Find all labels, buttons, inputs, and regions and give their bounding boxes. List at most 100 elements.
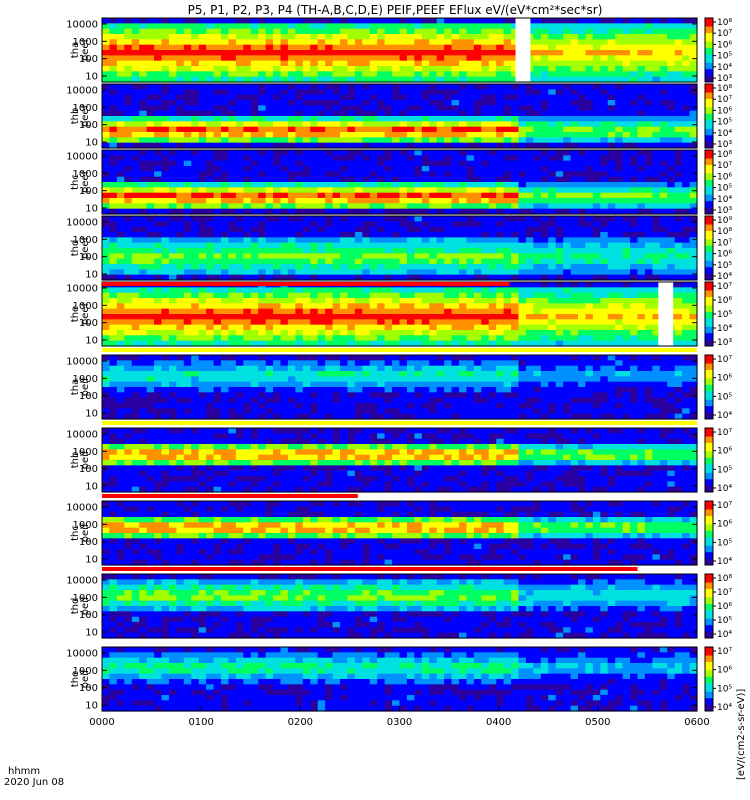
heatmap-cell (540, 160, 549, 167)
heatmap-cell (503, 155, 512, 162)
heatmap-cell (548, 94, 557, 101)
heatmap-cell (600, 28, 609, 35)
heatmap-cell (146, 71, 155, 78)
heatmap-cell (131, 84, 140, 90)
heatmap-cell (570, 292, 579, 299)
heatmap-cell (280, 126, 289, 133)
heatmap-cell (592, 308, 601, 315)
heatmap-cell (183, 18, 192, 24)
heatmap-cell (466, 126, 475, 133)
heatmap-cell (317, 60, 326, 67)
heatmap-cell (206, 269, 215, 276)
heatmap-cell (421, 34, 430, 40)
heatmap-cell (340, 126, 349, 133)
heatmap-cell (377, 142, 386, 149)
heatmap-cell (191, 208, 200, 215)
heatmap-cell (622, 121, 631, 128)
heatmap-cell (503, 187, 512, 194)
heatmap-cell (273, 242, 282, 249)
heatmap-cell (258, 182, 267, 188)
heatmap-cell (630, 269, 639, 276)
heatmap-cell (109, 287, 118, 294)
heatmap-cell (213, 335, 222, 342)
heatmap-cell (273, 89, 282, 96)
heatmap-cell (548, 121, 557, 128)
heatmap-cell (652, 137, 661, 144)
heatmap-cell (533, 66, 542, 72)
heatmap-cell (533, 126, 542, 133)
heatmap-cell (317, 264, 326, 270)
heatmap-cell (161, 121, 170, 128)
heatmap-cell (228, 242, 237, 249)
heatmap-cell (206, 160, 215, 167)
heatmap-cell (622, 298, 631, 304)
heatmap-cell (280, 55, 289, 62)
heatmap-cell (473, 335, 482, 342)
heatmap-cell (429, 176, 438, 183)
colorbar-segment (705, 141, 713, 145)
heatmap-cell (280, 248, 289, 254)
heatmap-cell (511, 282, 520, 288)
heatmap-cell (280, 137, 289, 144)
heatmap-cell (392, 203, 401, 210)
heatmap-cell (533, 187, 542, 194)
heatmap-cell (667, 150, 676, 156)
heatmap-cell (176, 44, 185, 51)
colorbar-segment (705, 139, 713, 143)
heatmap-cell (302, 303, 311, 310)
heatmap-cell (637, 253, 646, 260)
colorbar-segment (705, 184, 713, 187)
heatmap-cell (116, 330, 125, 336)
heatmap-cell (578, 166, 587, 172)
heatmap-cell (168, 116, 177, 122)
heatmap-cell (325, 232, 334, 238)
heatmap-cell (444, 100, 453, 106)
heatmap-cell (444, 84, 453, 90)
heatmap-cell (228, 50, 237, 56)
heatmap-cell (496, 18, 505, 24)
heatmap-cell (630, 66, 639, 72)
heatmap-cell (540, 308, 549, 315)
heatmap-cell (265, 28, 274, 35)
heatmap-cell (131, 208, 140, 215)
heatmap-cell (340, 237, 349, 244)
heatmap-cell (451, 187, 460, 194)
heatmap-cell (198, 292, 207, 299)
heatmap-cell (570, 155, 579, 162)
heatmap-cell (481, 248, 490, 254)
heatmap-cell (273, 287, 282, 294)
heatmap-cell (592, 319, 601, 326)
heatmap-cell (325, 50, 334, 56)
heatmap-cell (287, 182, 296, 188)
heatmap-cell (354, 155, 363, 162)
heatmap-cell (466, 84, 475, 90)
heatmap-cell (325, 303, 334, 310)
heatmap-cell (570, 287, 579, 294)
heatmap-cell (258, 34, 267, 40)
heatmap-cell (221, 166, 230, 172)
heatmap-cell (302, 269, 311, 276)
heatmap-cell (570, 89, 579, 96)
heatmap-cell (444, 23, 453, 30)
heatmap-cell (146, 84, 155, 90)
heatmap-cell (622, 182, 631, 188)
heatmap-cell (198, 232, 207, 238)
heatmap-cell (607, 28, 616, 35)
heatmap-cell (325, 171, 334, 178)
heatmap-cell (102, 71, 111, 78)
heatmap-cell (124, 274, 133, 281)
heatmap-cell (302, 171, 311, 178)
heatmap-cell (228, 292, 237, 299)
heatmap-cell (533, 264, 542, 270)
colorbar-segment (705, 39, 713, 42)
heatmap-cell (615, 221, 624, 228)
heatmap-cell (563, 253, 572, 260)
heatmap-cell (168, 137, 177, 144)
heatmap-cell (325, 71, 334, 78)
heatmap-cell (436, 274, 445, 281)
heatmap-cell (109, 166, 118, 172)
heatmap-cell (578, 314, 587, 320)
heatmap-cell (414, 232, 423, 238)
heatmap-cell (168, 50, 177, 56)
